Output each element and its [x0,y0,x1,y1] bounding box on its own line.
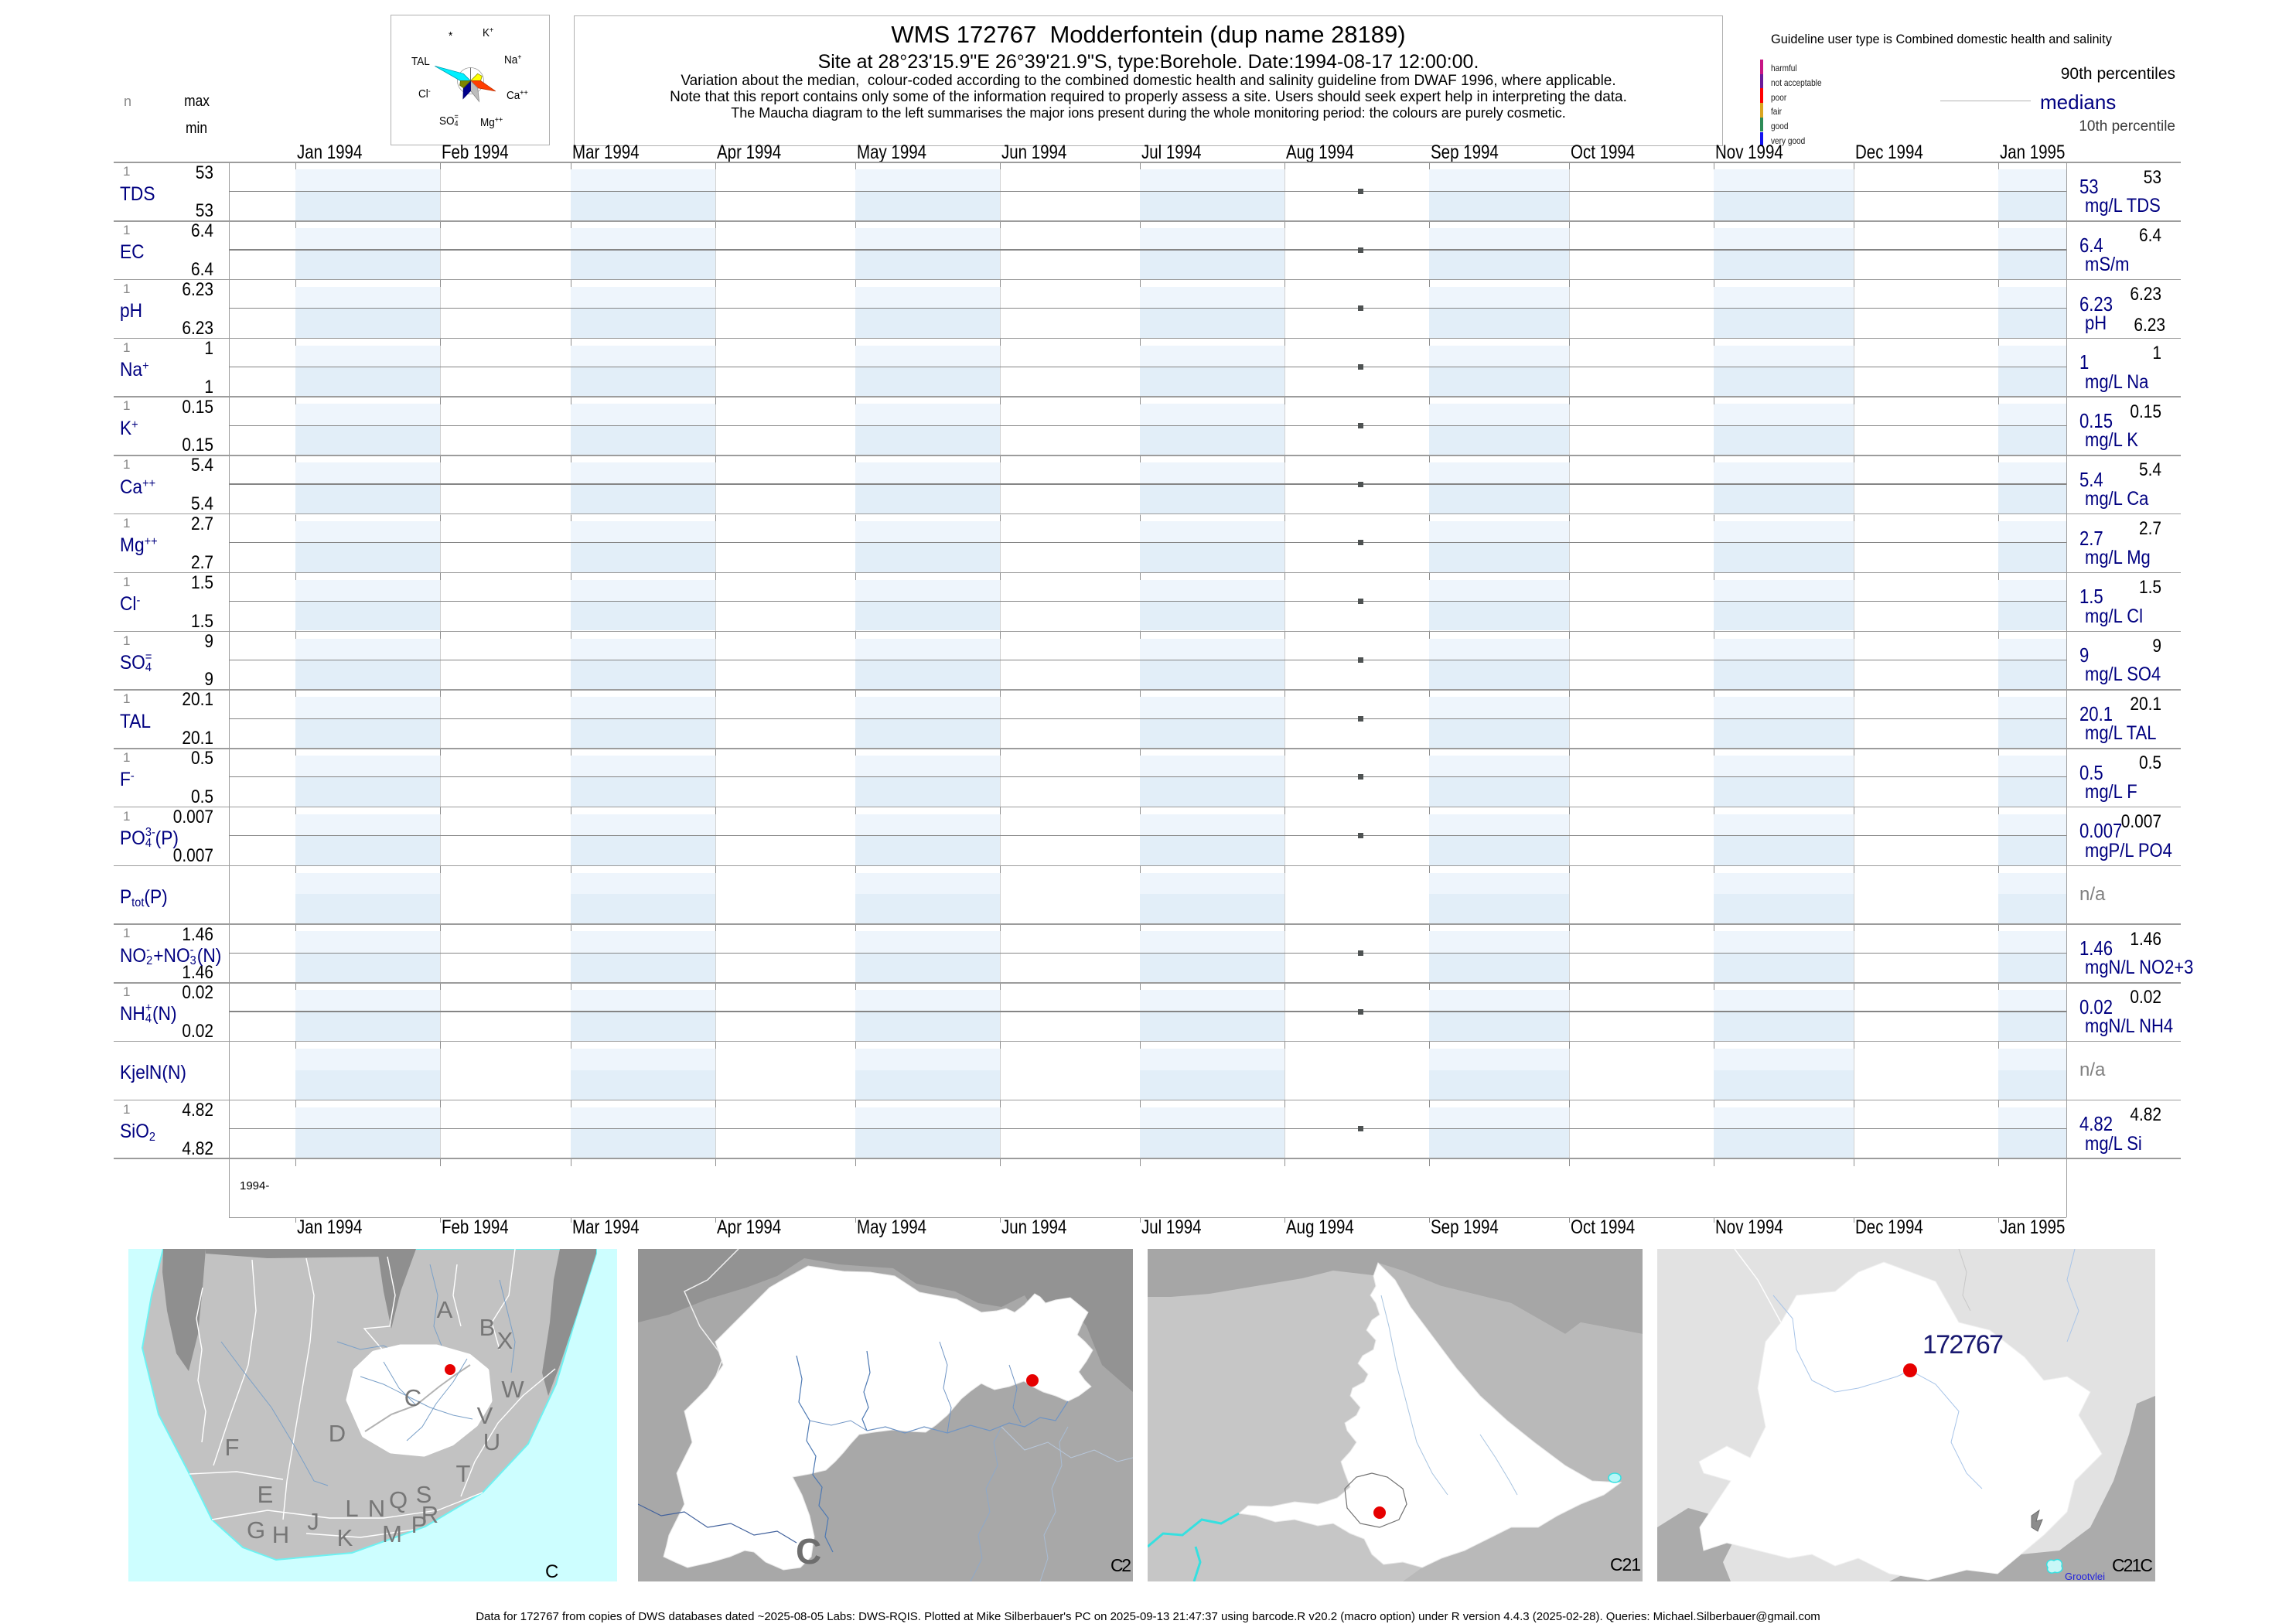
svg-text:Q: Q [389,1486,408,1513]
svg-text:T: T [456,1460,471,1487]
svg-text:R: R [421,1501,438,1528]
svg-text:A: A [437,1296,453,1323]
svg-text:N: N [368,1495,385,1522]
svg-text:C: C [545,1561,558,1581]
svg-text:S: S [416,1481,432,1508]
svg-text:H: H [272,1521,289,1548]
svg-text:C21C: C21C [2112,1555,2153,1575]
svg-text:172767: 172767 [1922,1330,2004,1360]
svg-text:W: W [501,1376,524,1403]
svg-text:J: J [307,1508,319,1535]
svg-text:P: P [411,1511,428,1538]
svg-text:D: D [329,1420,346,1447]
svg-text:U: U [483,1428,500,1455]
svg-text:C: C [796,1531,821,1571]
svg-text:C: C [404,1384,421,1411]
svg-text:B: B [479,1314,496,1341]
svg-text:G: G [247,1517,265,1544]
svg-text:M: M [382,1520,402,1547]
svg-text:C2: C2 [1110,1555,1131,1575]
svg-text:K: K [337,1524,353,1551]
svg-text:C21: C21 [1610,1554,1641,1575]
svg-text:X: X [497,1327,513,1354]
svg-text:V: V [477,1402,493,1429]
svg-text:F: F [225,1434,240,1461]
svg-text:E: E [258,1481,274,1508]
svg-text:Grootvlei: Grootvlei [2065,1571,2105,1581]
svg-text:L: L [345,1495,358,1522]
